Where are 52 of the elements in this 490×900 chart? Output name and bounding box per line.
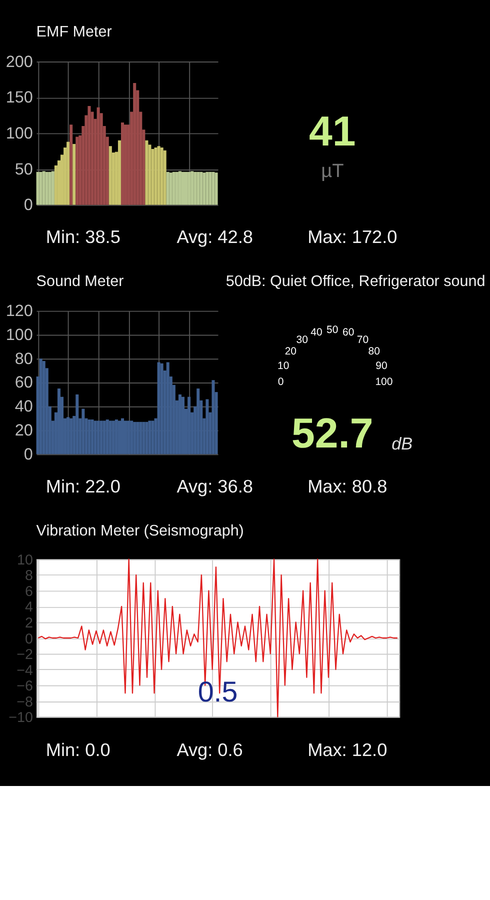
category-label: 0	[278, 376, 284, 388]
category-label: 30	[296, 334, 308, 346]
y-tick-label: 8	[24, 568, 33, 584]
category-label: 60	[342, 326, 354, 339]
y-tick-label: 150	[6, 88, 33, 107]
y-tick-label: 20	[14, 422, 33, 440]
y-tick-label: 80	[14, 350, 33, 368]
text: Avg: 0.6	[176, 740, 243, 760]
category-label: 40	[310, 326, 322, 339]
text: Max: 172.0	[308, 227, 398, 248]
text: Avg: 36.8	[176, 476, 253, 496]
category-label: 80	[368, 345, 380, 358]
chart-title: EMF Meter	[36, 24, 112, 41]
category-label: 20	[284, 345, 297, 358]
y-tick-label: 6	[24, 584, 33, 600]
y-tick-label: −8	[16, 694, 33, 710]
category-label: 10	[278, 360, 290, 372]
text: Min: 38.5	[46, 227, 120, 248]
chart-title: Sound Meter	[36, 273, 124, 290]
annotation: 0.5	[198, 676, 238, 709]
category-label: 50	[326, 324, 338, 336]
y-tick-label: −6	[16, 678, 33, 695]
y-tick-label: −4	[16, 662, 33, 679]
text: Max: 12.0	[308, 740, 388, 760]
y-tick-label: 0	[24, 196, 33, 214]
y-tick-label: 0	[24, 445, 33, 464]
chart-title: Vibration Meter (Seismograph)	[36, 522, 244, 540]
y-tick-label: −2	[16, 647, 33, 664]
text: Min: 22.0	[46, 476, 120, 496]
text: 41	[309, 108, 356, 155]
y-tick-label: 200	[6, 52, 33, 71]
text: Max: 80.8	[308, 476, 388, 496]
y-tick-label: 10	[17, 552, 33, 568]
y-tick-label: 120	[6, 302, 33, 320]
y-tick-label: 2	[24, 615, 33, 632]
category-label: 70	[356, 334, 369, 346]
y-tick-label: −10	[8, 710, 33, 726]
text: Avg: 42.8	[176, 227, 253, 248]
y-tick-label: 100	[6, 326, 33, 344]
y-tick-label: 40	[14, 398, 33, 416]
text: µT	[321, 161, 344, 182]
y-tick-label: 4	[24, 600, 33, 616]
y-tick-label: 0	[24, 631, 33, 648]
y-tick-label: 100	[6, 124, 33, 142]
text: dB	[392, 433, 413, 454]
y-tick-label: 60	[14, 374, 33, 392]
text: 50dB: Quiet Office, Refrigerator sound	[226, 273, 486, 290]
text: Min: 0.0	[46, 740, 110, 760]
category-label: 90	[376, 360, 388, 372]
category-label: 100	[375, 376, 393, 388]
y-tick-label: 50	[14, 160, 33, 178]
text: 52.7	[292, 409, 374, 456]
